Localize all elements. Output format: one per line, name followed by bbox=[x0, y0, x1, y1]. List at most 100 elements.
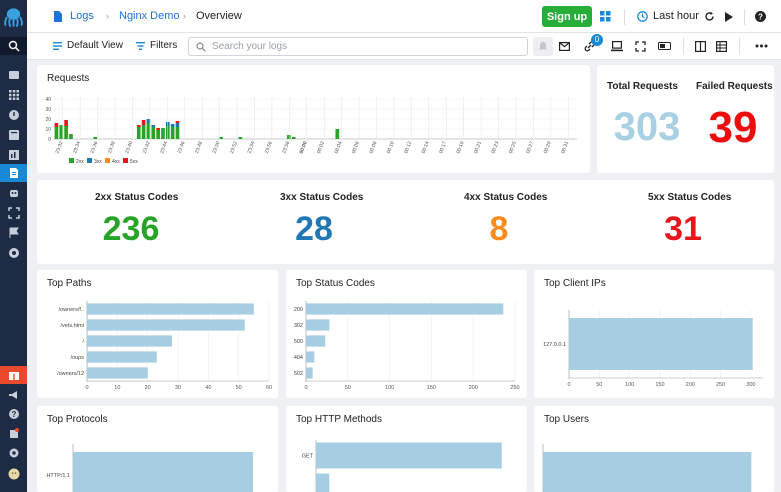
bell-icon bbox=[539, 42, 547, 50]
sidebar-notifications-icon[interactable] bbox=[0, 424, 27, 442]
x-tick-label: 23:36 bbox=[90, 140, 100, 154]
bar bbox=[87, 303, 254, 315]
x-tick-label: 0 bbox=[567, 382, 570, 388]
sidebar-item-inbox-icon[interactable] bbox=[0, 126, 27, 144]
category-label: 500 bbox=[294, 339, 303, 345]
top-paths-bar-chart: 0 10 20 30 40 50 60/owners/f.. /vets.html / /oups… bbox=[57, 301, 272, 391]
top-client-ips-bar-chart: 0 50 100 150 200 250 300 127.0.0.1 bbox=[543, 310, 763, 388]
requests-chart-title: Requests bbox=[47, 73, 90, 84]
status-4xx-value: 8 bbox=[489, 210, 509, 248]
octopus-logo-icon[interactable] bbox=[3, 6, 24, 28]
breadcrumb-current: Overview bbox=[196, 10, 242, 22]
sidebar-gift-icon[interactable] bbox=[0, 366, 27, 384]
x-tick-label: 23:32 bbox=[55, 140, 65, 154]
apps-switcher-icon[interactable] bbox=[600, 11, 611, 22]
x-tick-label: 250 bbox=[716, 382, 725, 388]
bar bbox=[569, 318, 753, 370]
default-view-dropdown[interactable]: Default View bbox=[53, 40, 123, 51]
x-tick-label: 00:31 bbox=[560, 140, 570, 154]
x-tick-label: 00:08 bbox=[368, 140, 378, 154]
bar bbox=[306, 319, 330, 331]
top-users-bar-chart bbox=[542, 444, 752, 492]
svg-text:?: ? bbox=[11, 410, 16, 419]
request-bar-segment bbox=[64, 120, 68, 126]
x-tick-label: 200 bbox=[686, 382, 695, 388]
top-protocols-panel: Top Protocols HTTP/1.1 bbox=[37, 406, 278, 492]
breadcrumb-separator-icon: › bbox=[183, 11, 186, 21]
bar bbox=[306, 335, 326, 347]
filters-button[interactable]: Filters bbox=[136, 40, 177, 51]
sidebar-settings-icon[interactable] bbox=[0, 444, 27, 462]
default-view-label: Default View bbox=[67, 40, 123, 51]
legend-swatch bbox=[105, 158, 110, 163]
log-search-input[interactable]: Search your logs bbox=[188, 37, 528, 56]
x-tick-label: 23:42 bbox=[142, 140, 152, 154]
sidebar-search-icon[interactable] bbox=[0, 37, 27, 55]
sidebar-item-integrations-icon[interactable] bbox=[0, 244, 27, 262]
divider bbox=[739, 38, 740, 54]
y-tick-label: 0 bbox=[48, 137, 51, 143]
sidebar-item-reports-icon[interactable] bbox=[0, 146, 27, 164]
save-search-button[interactable] bbox=[533, 37, 553, 56]
failed-requests-label: Failed Requests bbox=[696, 81, 773, 92]
sidebar-item-bot-icon[interactable] bbox=[0, 184, 27, 202]
top-users-title: Top Users bbox=[544, 414, 590, 425]
request-bar-segment bbox=[165, 122, 170, 126]
clock-icon[interactable] bbox=[637, 11, 648, 22]
request-bar-segment bbox=[161, 128, 165, 139]
play-icon[interactable] bbox=[724, 12, 733, 22]
x-tick-label: 23:48 bbox=[194, 140, 204, 154]
category-label: GET bbox=[302, 454, 314, 460]
request-bar-segment bbox=[156, 128, 160, 130]
legend-swatch bbox=[87, 158, 92, 163]
bar bbox=[87, 351, 157, 363]
legend-label: 5xx bbox=[130, 159, 138, 165]
x-tick-label: 23:34 bbox=[72, 140, 82, 154]
bar bbox=[87, 367, 148, 379]
top-bar bbox=[27, 0, 781, 33]
x-tick-label: 20 bbox=[145, 385, 151, 391]
sampling-icon[interactable] bbox=[658, 42, 671, 50]
breadcrumb-app-link[interactable]: Nginx Demo bbox=[119, 10, 180, 22]
breadcrumb-logs-link[interactable]: Logs bbox=[70, 10, 94, 22]
divider bbox=[744, 9, 745, 25]
sidebar-help-icon[interactable]: ? bbox=[0, 405, 27, 423]
bar bbox=[316, 442, 502, 469]
sidebar-item-alerts-icon[interactable] bbox=[0, 106, 27, 124]
bar bbox=[306, 351, 315, 363]
sidebar-item-logs-icon[interactable] bbox=[0, 164, 27, 182]
x-tick-label: 60 bbox=[266, 385, 272, 391]
request-bar-segment bbox=[219, 137, 223, 139]
table-view-icon[interactable] bbox=[716, 41, 727, 52]
refresh-icon[interactable] bbox=[704, 11, 715, 22]
logs-file-icon bbox=[54, 11, 62, 22]
help-icon[interactable]: ? bbox=[755, 11, 766, 22]
x-tick-label: 250 bbox=[510, 385, 519, 391]
user-avatar[interactable] bbox=[0, 465, 27, 483]
x-tick-label: 0 bbox=[85, 385, 88, 391]
request-bar-segment bbox=[175, 121, 180, 123]
x-tick-label: 00:23 bbox=[491, 140, 501, 154]
signup-button[interactable]: Sign up bbox=[542, 6, 592, 27]
top-http-methods-title: Top HTTP Methods bbox=[296, 414, 382, 425]
request-bar-segment bbox=[238, 137, 243, 139]
split-view-icon[interactable] bbox=[695, 41, 706, 52]
sidebar-item-events-icon[interactable] bbox=[0, 66, 27, 84]
bar bbox=[316, 473, 330, 492]
sidebar-item-apps-grid-icon[interactable] bbox=[0, 86, 27, 104]
more-options-icon[interactable] bbox=[755, 44, 768, 48]
sidebar-item-scan-icon[interactable] bbox=[0, 204, 27, 222]
fullscreen-icon[interactable] bbox=[635, 41, 646, 52]
request-bar-segment bbox=[93, 137, 97, 139]
bar bbox=[306, 303, 504, 315]
breadcrumb-separator-icon: › bbox=[106, 11, 109, 21]
category-label: /owners/12 bbox=[57, 371, 84, 377]
sidebar-item-flag-icon[interactable] bbox=[0, 224, 27, 242]
time-range-selector[interactable]: Last hour bbox=[653, 10, 699, 22]
category-label: /vets.html bbox=[60, 323, 84, 329]
x-tick-label: 00:02 bbox=[316, 140, 326, 154]
mail-icon[interactable] bbox=[559, 42, 570, 51]
top-status-codes-title: Top Status Codes bbox=[296, 278, 375, 289]
sidebar-announcement-icon[interactable] bbox=[0, 386, 27, 404]
laptop-icon[interactable] bbox=[611, 41, 623, 52]
